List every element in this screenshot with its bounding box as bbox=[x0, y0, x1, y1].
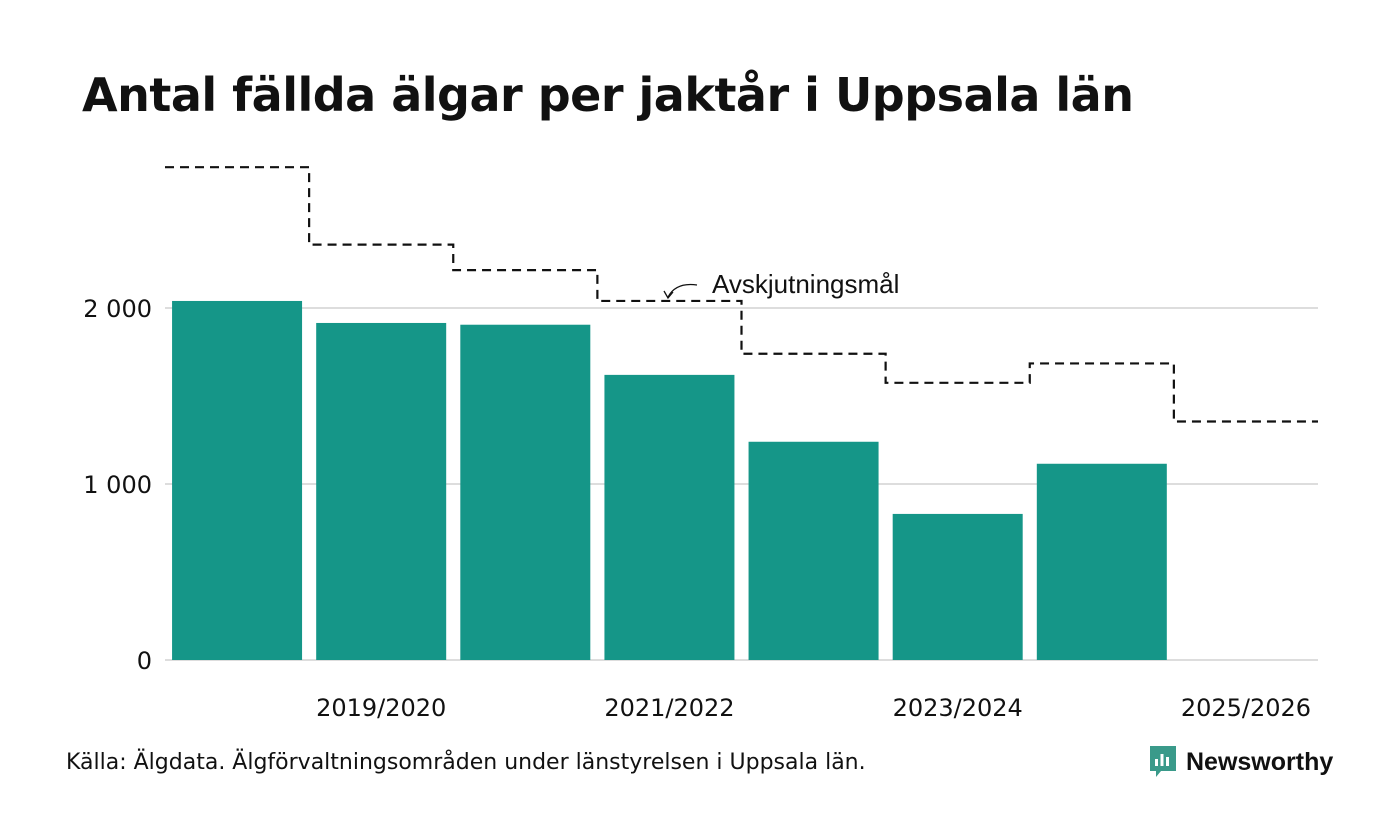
source-note: Källa: Älgdata. Älgförvaltningsområden u… bbox=[66, 750, 866, 775]
chart-title: Antal fällda älgar per jaktår i Uppsala … bbox=[82, 68, 1134, 122]
bar bbox=[460, 324, 591, 660]
bar bbox=[604, 374, 735, 660]
newsworthy-logo-icon bbox=[1150, 746, 1176, 777]
y-tick-label: 0 bbox=[137, 647, 152, 675]
annotation-label: Avskjutningsmål bbox=[712, 269, 899, 299]
bar bbox=[1036, 463, 1167, 660]
annotation-arrow bbox=[667, 283, 698, 298]
bar bbox=[316, 322, 447, 660]
x-tick-label: 2021/2022 bbox=[604, 694, 734, 722]
x-tick-label: 2023/2024 bbox=[893, 694, 1023, 722]
target-line bbox=[165, 166, 1318, 423]
bar bbox=[892, 513, 1023, 660]
y-tick-label: 1 000 bbox=[83, 471, 152, 499]
x-axis-ticks: 2019/2020 2021/2022 2023/2024 2025/2026 bbox=[316, 694, 1311, 722]
bar bbox=[172, 300, 303, 660]
brand-name: Newsworthy bbox=[1186, 747, 1334, 776]
y-tick-label: 2 000 bbox=[83, 295, 152, 323]
y-axis-ticks: 0 1 000 2 000 bbox=[83, 295, 152, 675]
brand-logo: Newsworthy bbox=[1148, 744, 1333, 780]
x-tick-label: 2019/2020 bbox=[316, 694, 446, 722]
x-tick-label: 2025/2026 bbox=[1181, 694, 1311, 722]
target-step-line bbox=[165, 166, 1318, 423]
annotation-arrowhead bbox=[663, 290, 674, 300]
bar bbox=[748, 441, 879, 660]
bars bbox=[172, 300, 1167, 660]
target-annotation: Avskjutningsmål bbox=[663, 269, 899, 300]
